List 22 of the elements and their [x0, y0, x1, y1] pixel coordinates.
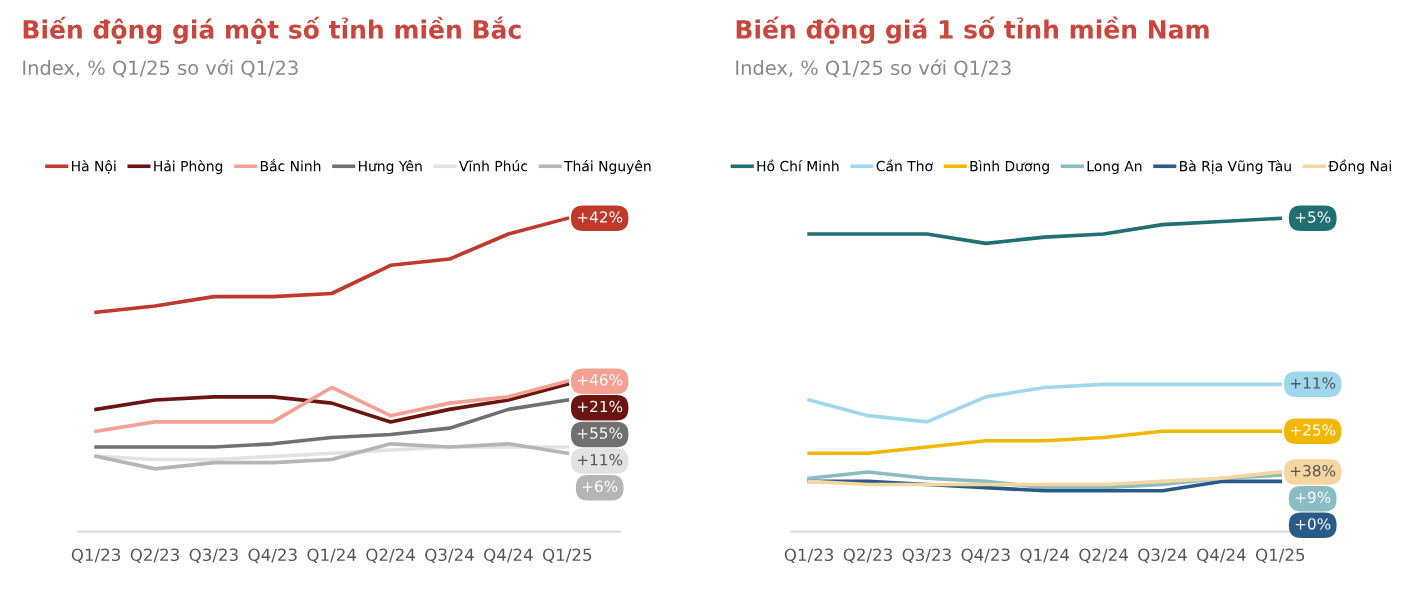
x-tick-label: Q1/24 [1020, 548, 1070, 563]
x-tick-label: Q3/23 [189, 548, 238, 563]
chart-subtitle: Index, % Q1/25 so với Q1/23 [23, 59, 298, 78]
x-tick-label: Q4/24 [484, 548, 533, 563]
x-tick-label: Q1/23 [71, 548, 121, 563]
x-tick-label: Q2/23 [843, 548, 892, 563]
x-tick-label: Q4/23 [961, 548, 1010, 563]
x-tick-label: Q1/25 [542, 548, 592, 563]
x-tick-label: Q1/24 [307, 548, 357, 563]
x-tick-label: Q3/24 [1138, 548, 1187, 563]
x-tick-label: Q2/24 [366, 548, 415, 563]
chart-title: Biến động giá một số tỉnh miền Bắc [23, 16, 521, 44]
x-tick-label: Q2/23 [130, 548, 179, 563]
x-tick-label: Q1/25 [1255, 548, 1305, 563]
chart-subtitle: Index, % Q1/25 so với Q1/23 [736, 59, 1011, 78]
chart-title: Biến động giá 1 số tỉnh miền Nam [736, 16, 1209, 44]
x-tick-label: Q4/24 [1197, 548, 1246, 563]
x-tick-label: Q4/23 [248, 548, 297, 563]
x-tick-label: Q1/23 [784, 548, 834, 563]
x-tick-label: Q2/24 [1079, 548, 1128, 563]
x-tick-label: Q3/23 [902, 548, 951, 563]
x-tick-label: Q3/24 [425, 548, 474, 563]
